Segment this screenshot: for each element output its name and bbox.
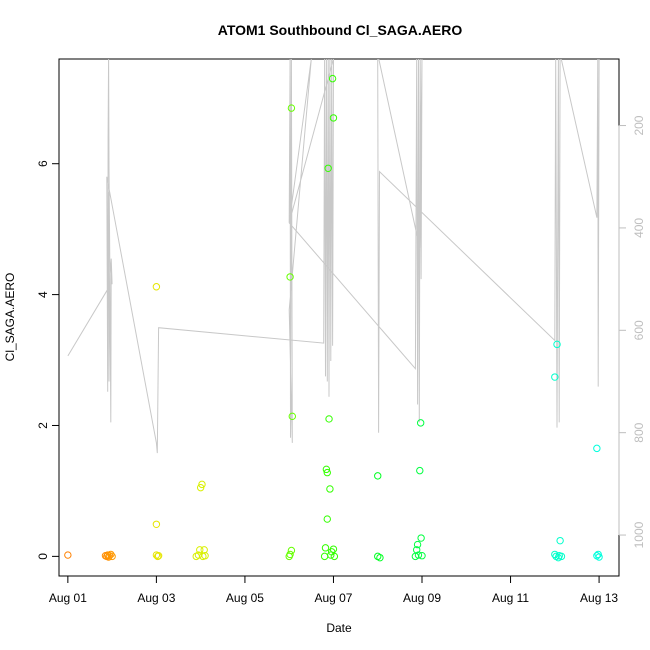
- data-point: [326, 485, 334, 493]
- data-point: [321, 544, 330, 552]
- data-point: [593, 444, 601, 453]
- x-tick-label: Aug 13: [580, 591, 618, 605]
- data-point: [152, 520, 161, 528]
- data-point: [328, 74, 337, 83]
- x-axis: Aug 01 Aug 03 Aug 05 Aug 07 Aug 09 Aug 11 Aug …: [49, 575, 618, 605]
- x-tick-label: Aug 03: [137, 591, 175, 605]
- secondary-y-tick-label: 400: [632, 218, 646, 238]
- data-point: [324, 164, 332, 172]
- secondary-y-tick-label: 1000: [632, 521, 646, 548]
- data-point: [196, 483, 205, 492]
- points-layer: [64, 74, 603, 562]
- data-point: [200, 546, 208, 554]
- secondary-y-axis: 200 400 600 800 1000: [618, 115, 646, 548]
- data-point: [413, 540, 422, 549]
- data-point: [329, 545, 338, 553]
- secondary-y-tick-label: 800: [632, 422, 646, 442]
- data-point: [374, 472, 382, 480]
- data-point: [416, 466, 424, 475]
- data-point: [416, 419, 425, 427]
- data-point: [286, 550, 294, 559]
- data-point: [288, 412, 296, 421]
- x-tick-label: Aug 05: [226, 591, 264, 605]
- x-tick-label: Aug 09: [403, 591, 441, 605]
- data-point: [376, 553, 384, 562]
- secondary-y-tick-label: 600: [632, 320, 646, 340]
- data-point: [322, 465, 331, 474]
- data-point: [108, 552, 116, 561]
- data-point: [107, 550, 115, 559]
- data-point: [287, 104, 296, 112]
- chart-title: ATOM1 Southbound Cl_SAGA.AERO: [218, 22, 463, 38]
- data-point: [64, 551, 72, 559]
- x-tick-label: Aug 07: [314, 591, 352, 605]
- secondary-y-tick-label: 200: [632, 115, 646, 135]
- data-point: [556, 536, 564, 545]
- data-point: [418, 552, 426, 560]
- secondary-line-layer: [67, 59, 600, 454]
- y-axis: 0 2 4 6: [36, 160, 60, 560]
- data-point: [198, 480, 206, 489]
- data-point: [152, 283, 161, 291]
- data-point: [329, 114, 338, 122]
- data-point: [320, 552, 329, 561]
- data-point: [417, 534, 425, 542]
- x-tick-label: Aug 01: [49, 591, 87, 605]
- data-point: [553, 340, 561, 349]
- y-tick-label: 2: [36, 422, 50, 429]
- data-point: [196, 546, 204, 554]
- data-point: [154, 552, 162, 561]
- data-point: [323, 515, 331, 523]
- y-tick-label: 4: [36, 291, 50, 298]
- data-point: [551, 373, 559, 381]
- data-point: [414, 551, 423, 559]
- x-axis-label: Date: [326, 621, 352, 635]
- plot-frame: [58, 58, 620, 577]
- data-point: [557, 552, 566, 561]
- data-point: [323, 468, 331, 477]
- y-tick-label: 6: [36, 160, 50, 167]
- data-point: [201, 552, 209, 560]
- data-point: [325, 415, 333, 423]
- data-point: [287, 546, 296, 555]
- data-point: [286, 273, 294, 281]
- secondary-series-line: [67, 59, 600, 454]
- y-tick-label: 0: [36, 553, 50, 560]
- data-point: [330, 552, 339, 561]
- x-tick-label: Aug 11: [492, 591, 529, 605]
- data-point: [327, 551, 335, 559]
- data-point: [412, 546, 421, 554]
- y-axis-label: Cl_SAGA.AERO: [3, 273, 17, 362]
- data-point: [154, 552, 163, 560]
- data-point: [595, 553, 603, 561]
